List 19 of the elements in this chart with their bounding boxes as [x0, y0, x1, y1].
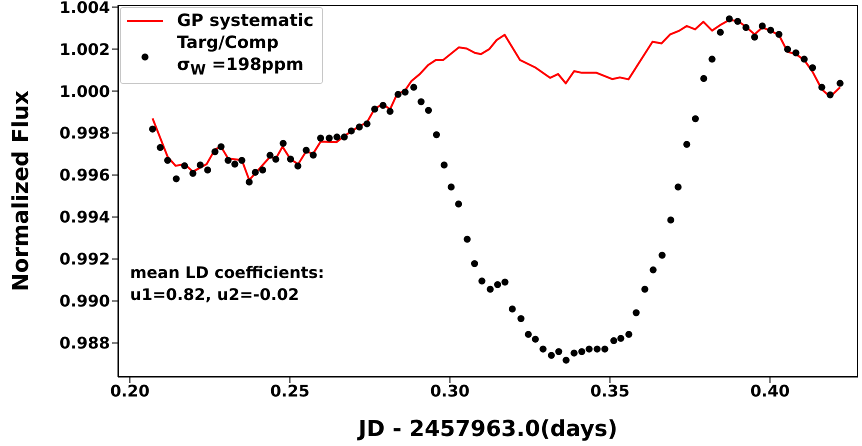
y-tick-label: 0.988	[59, 334, 110, 353]
y-axis-title: Normalized Flux	[8, 90, 34, 292]
y-tick-label: 0.994	[59, 208, 110, 227]
legend-label: Targ/Comp σ$_{W}$ =198ppm	[177, 32, 304, 80]
y-tick-label: 1.000	[59, 82, 110, 101]
legend-label: GP systematic	[177, 10, 314, 32]
x-tick-label: 0.25	[270, 381, 310, 400]
annotation: mean LD coefficients: u1=0.82, u2=-0.02	[130, 262, 324, 306]
y-tick-label: 1.004	[59, 0, 110, 17]
y-tick-label: 0.992	[59, 250, 110, 269]
y-tick-label: 0.996	[59, 166, 110, 185]
y-tick-label: 0.990	[59, 292, 110, 311]
x-tick-label: 0.35	[590, 381, 630, 400]
x-tick-label: 0.40	[750, 381, 790, 400]
x-tick-label: 0.30	[430, 381, 470, 400]
x-axis-title: JD - 2457963.0(days)	[356, 417, 618, 442]
y-tick-label: 1.002	[59, 40, 110, 59]
y-tick-label: 0.998	[59, 124, 110, 143]
x-tick-label: 0.20	[110, 381, 150, 400]
